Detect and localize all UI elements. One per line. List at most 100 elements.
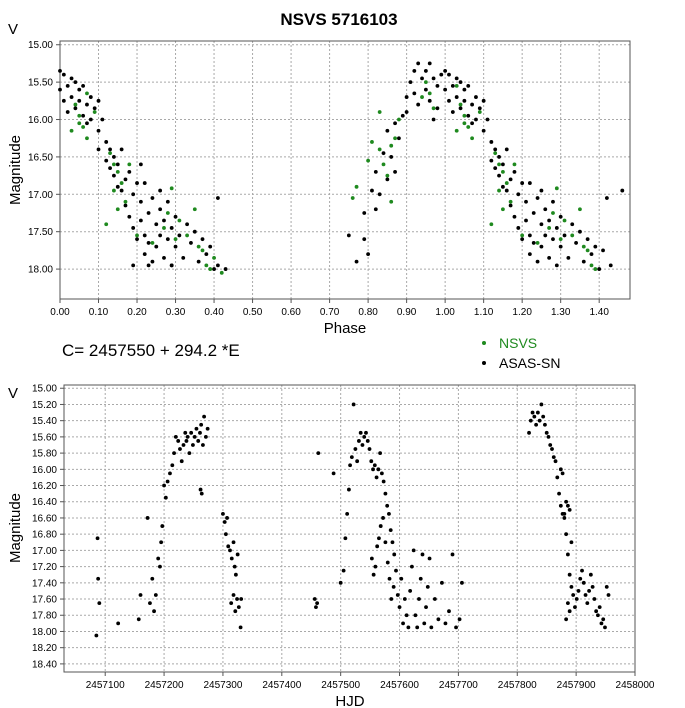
lightcurve-point-asassn bbox=[148, 601, 152, 605]
phase-point-asassn bbox=[65, 110, 70, 114]
phase-point-asassn bbox=[431, 76, 436, 81]
lightcurve-point-asassn bbox=[191, 443, 195, 447]
lightcurve-point-asassn bbox=[606, 593, 611, 597]
phase-point-nsvs bbox=[123, 199, 128, 204]
lightcurve-point-asassn bbox=[95, 536, 100, 541]
phase-point-nsvs bbox=[104, 222, 109, 227]
lightcurve-point-asassn bbox=[355, 459, 360, 464]
phase-point-asassn bbox=[73, 80, 78, 85]
phase-point-asassn bbox=[385, 128, 390, 133]
lightcurve-point-asassn bbox=[232, 564, 237, 569]
lightcurve-point-asassn bbox=[229, 601, 234, 605]
phase-point-nsvs bbox=[397, 117, 401, 122]
lightcurve-point-asassn bbox=[427, 556, 432, 561]
lightcurve-point-asassn bbox=[541, 414, 546, 419]
lightcurve-point-asassn bbox=[375, 544, 380, 549]
lightcurve-y-tick-label: 15.80 bbox=[32, 449, 57, 460]
lightcurve-point-asassn bbox=[564, 532, 569, 537]
lightcurve-point-asassn bbox=[239, 597, 244, 601]
lightcurve-grid bbox=[64, 385, 635, 672]
phase-x-tick-label: 0.00 bbox=[50, 307, 70, 318]
phase-point-nsvs bbox=[381, 162, 386, 167]
phase-point-nsvs bbox=[558, 237, 563, 242]
lightcurve-point-asassn bbox=[404, 613, 409, 618]
lightcurve-point-asassn bbox=[378, 524, 383, 528]
phase-x-tick-label: 0.10 bbox=[89, 307, 109, 318]
lightcurve-point-asassn bbox=[383, 491, 388, 496]
lightcurve-point-asassn bbox=[373, 564, 378, 569]
lightcurve-point-asassn bbox=[343, 536, 348, 541]
phase-point-asassn bbox=[601, 248, 605, 253]
lightcurve-x-tick-label: 2457300 bbox=[203, 680, 242, 691]
lightcurve-point-asassn bbox=[599, 621, 604, 626]
phase-point-nsvs bbox=[69, 128, 74, 133]
phase-point-nsvs bbox=[462, 113, 467, 118]
phase-points-nsvs bbox=[69, 80, 598, 275]
phase-point-asassn bbox=[189, 241, 193, 245]
phase-point-asassn bbox=[223, 267, 228, 271]
phase-point-asassn bbox=[520, 181, 525, 185]
lightcurve-point-asassn bbox=[176, 439, 181, 443]
lightcurve-point-asassn bbox=[401, 621, 405, 626]
lightcurve-point-asassn bbox=[388, 528, 393, 533]
lightcurve-point-asassn bbox=[369, 459, 374, 464]
phase-point-asassn bbox=[431, 117, 436, 122]
lightcurve-point-asassn bbox=[231, 593, 236, 597]
lightcurve-point-asassn bbox=[532, 414, 537, 419]
phase-point-asassn bbox=[142, 252, 147, 257]
phase-point-asassn bbox=[346, 233, 351, 238]
phase-point-asassn bbox=[81, 113, 86, 118]
phase-point-asassn bbox=[435, 106, 440, 111]
phase-point-asassn bbox=[447, 98, 451, 103]
phase-point-nsvs bbox=[431, 106, 436, 111]
lightcurve-point-asassn bbox=[429, 625, 434, 630]
phase-point-asassn bbox=[497, 155, 501, 159]
phase-point-asassn bbox=[416, 61, 421, 66]
phase-point-asassn bbox=[524, 218, 528, 223]
lightcurve-v-label: V bbox=[8, 385, 18, 402]
phase-point-asassn bbox=[162, 255, 166, 260]
lightcurve-point-asassn bbox=[596, 613, 600, 618]
phase-point-nsvs bbox=[570, 233, 575, 238]
phase-point-asassn bbox=[547, 218, 552, 223]
legend: NSVS ASAS-SN bbox=[482, 335, 560, 371]
phase-x-axis-label: Phase bbox=[324, 320, 367, 337]
lightcurve-point-asassn bbox=[235, 597, 239, 601]
lightcurve-point-asassn bbox=[411, 548, 416, 553]
lightcurve-y-tick-label: 16.80 bbox=[32, 530, 57, 541]
phase-point-nsvs bbox=[377, 147, 382, 152]
phase-y-tick-label: 15.50 bbox=[28, 78, 53, 89]
phase-x-tick-label: 0.40 bbox=[204, 307, 224, 318]
phase-point-asassn bbox=[58, 87, 62, 92]
lightcurve-x-tick-label: 2457700 bbox=[439, 680, 478, 691]
legend-label-asassn: ASAS-SN bbox=[499, 355, 560, 371]
lightcurve-point-asassn bbox=[225, 516, 229, 520]
phase-point-asassn bbox=[474, 95, 478, 99]
phase-point-asassn bbox=[158, 188, 163, 193]
lightcurve-y-tick-label: 18.40 bbox=[32, 659, 57, 670]
phase-point-nsvs bbox=[585, 248, 590, 253]
phase-point-nsvs bbox=[554, 186, 559, 191]
lightcurve-point-asassn bbox=[425, 584, 430, 589]
phase-point-asassn bbox=[527, 252, 532, 257]
phase-point-asassn bbox=[443, 87, 448, 92]
lightcurve-point-asassn bbox=[163, 495, 168, 500]
phase-point-nsvs bbox=[466, 125, 471, 129]
lightcurve-point-asassn bbox=[558, 467, 563, 472]
phase-point-asassn bbox=[578, 229, 582, 234]
phase-point-asassn bbox=[416, 102, 421, 107]
phase-point-asassn bbox=[131, 226, 136, 230]
phase-point-asassn bbox=[181, 255, 186, 260]
lightcurve-x-ticks: 2457100 2457200 2457300 2457400 2457500 24576… bbox=[86, 672, 655, 691]
lightcurve-point-asassn bbox=[580, 568, 584, 573]
phase-point-asassn bbox=[454, 76, 459, 81]
phase-point-asassn bbox=[77, 87, 82, 92]
phase-point-asassn bbox=[477, 106, 482, 111]
phase-point-asassn bbox=[119, 147, 124, 152]
phase-point-asassn bbox=[96, 128, 101, 133]
lightcurve-point-asassn bbox=[573, 605, 577, 610]
phase-point-nsvs bbox=[354, 184, 359, 189]
lightcurve-point-asassn bbox=[534, 422, 539, 427]
lightcurve-point-asassn bbox=[567, 572, 572, 577]
